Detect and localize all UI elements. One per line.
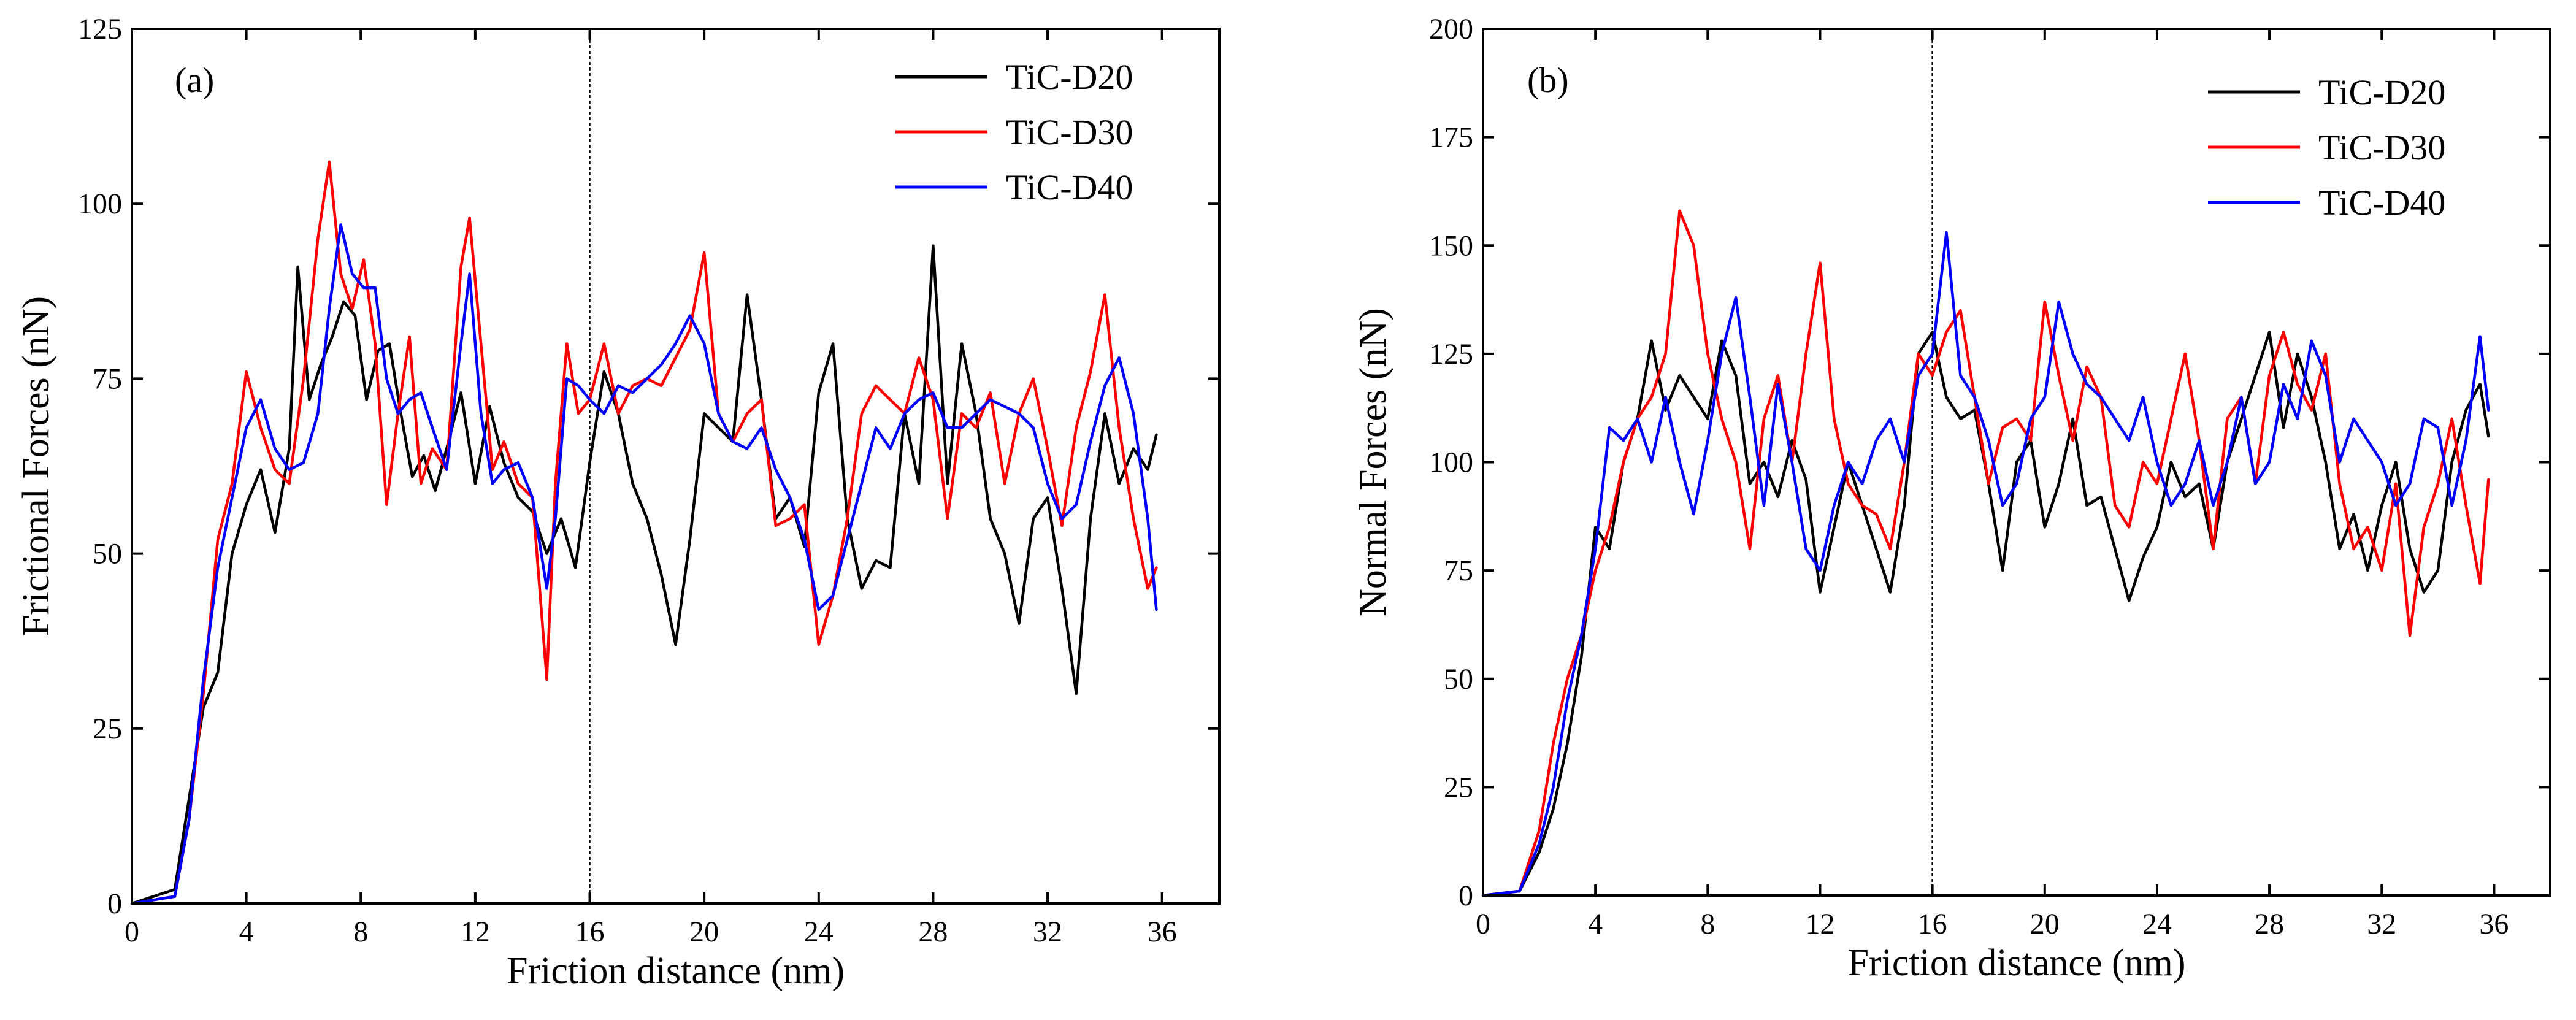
- x-tick-label: 20: [2030, 908, 2060, 940]
- legend-label: TiC-D30: [1006, 112, 1133, 152]
- series-line-tic-d30: [1481, 209, 2490, 897]
- plot-frame: [131, 28, 1221, 905]
- legend-label: TiC-D40: [2318, 183, 2445, 223]
- x-tick-label: 32: [1033, 916, 1062, 948]
- x-tick-label: 8: [1700, 908, 1715, 940]
- x-tick-label: 28: [918, 916, 948, 948]
- y-axis-title: Frictional Forces (nN): [15, 296, 57, 636]
- legend-label: TiC-D20: [1006, 57, 1133, 97]
- series-line-tic-d40: [1481, 231, 2490, 897]
- y-tick-label: 100: [78, 188, 122, 220]
- x-tick-label: 36: [1148, 916, 1177, 948]
- panel-label: (a): [175, 60, 214, 100]
- x-axis-title: Friction distance (nm): [1848, 942, 2186, 984]
- x-tick-label: 16: [575, 916, 605, 948]
- legend-label: TiC-D30: [2318, 128, 2445, 167]
- y-tick-label: 75: [93, 362, 122, 395]
- legend-label: TiC-D40: [1006, 167, 1133, 207]
- series-line-tic-d30: [130, 160, 1158, 905]
- y-tick-label: 50: [93, 538, 122, 570]
- y-tick-label: 150: [1429, 229, 1473, 262]
- y-tick-label: 175: [1429, 121, 1473, 154]
- y-tick-label: 25: [1444, 771, 1473, 803]
- x-tick-label: 12: [461, 916, 490, 948]
- legend: TiC-D20 TiC-D30 TiC-D40: [895, 57, 1133, 207]
- y-tick-label: 200: [1429, 13, 1473, 45]
- chart-panel-b: 0 4 8 12 16 20 24 28 32 36 0 25 50 75 100 125 150 175 200 F…: [1352, 13, 2551, 984]
- x-tick-label: 16: [1918, 908, 1947, 940]
- y-tick-label: 25: [93, 713, 122, 745]
- x-tick-label: 28: [2255, 908, 2284, 940]
- x-tick-label: 24: [804, 916, 834, 948]
- y-tick-label: 0: [1459, 880, 1473, 912]
- x-tick-label: 24: [2142, 908, 2172, 940]
- x-tick-label: 32: [2367, 908, 2396, 940]
- y-tick-label: 75: [1444, 554, 1473, 587]
- chart-panel-a: 0 4 8 12 16 20 24 28 32 36 0 25 50 75 100 125 Friction d…: [15, 13, 1221, 992]
- x-axis-title: Friction distance (nm): [507, 950, 845, 992]
- y-tick-label: 125: [1429, 338, 1473, 370]
- y-tick-label: 50: [1444, 663, 1473, 696]
- x-tick-label: 0: [1476, 908, 1490, 940]
- series-line-tic-d20: [130, 244, 1158, 905]
- x-tick-label: 36: [2479, 908, 2509, 940]
- x-tick-label: 4: [239, 916, 254, 948]
- series-line-tic-d40: [130, 223, 1158, 905]
- y-axis-title: Normal Forces (nN): [1352, 308, 1394, 616]
- x-tick-label: 4: [1588, 908, 1603, 940]
- legend: TiC-D20 TiC-D30 TiC-D40: [2208, 72, 2445, 223]
- legend-label: TiC-D20: [2318, 72, 2445, 112]
- y-tick-label: 0: [107, 888, 122, 920]
- x-tick-label: 20: [689, 916, 719, 948]
- series-line-tic-d20: [1481, 331, 2490, 897]
- panel-label: (b): [1527, 60, 1569, 100]
- x-tick-label: 12: [1805, 908, 1834, 940]
- x-tick-label: 0: [125, 916, 139, 948]
- y-tick-label: 100: [1429, 447, 1473, 479]
- y-tick-label: 125: [78, 13, 122, 45]
- x-tick-label: 8: [353, 916, 368, 948]
